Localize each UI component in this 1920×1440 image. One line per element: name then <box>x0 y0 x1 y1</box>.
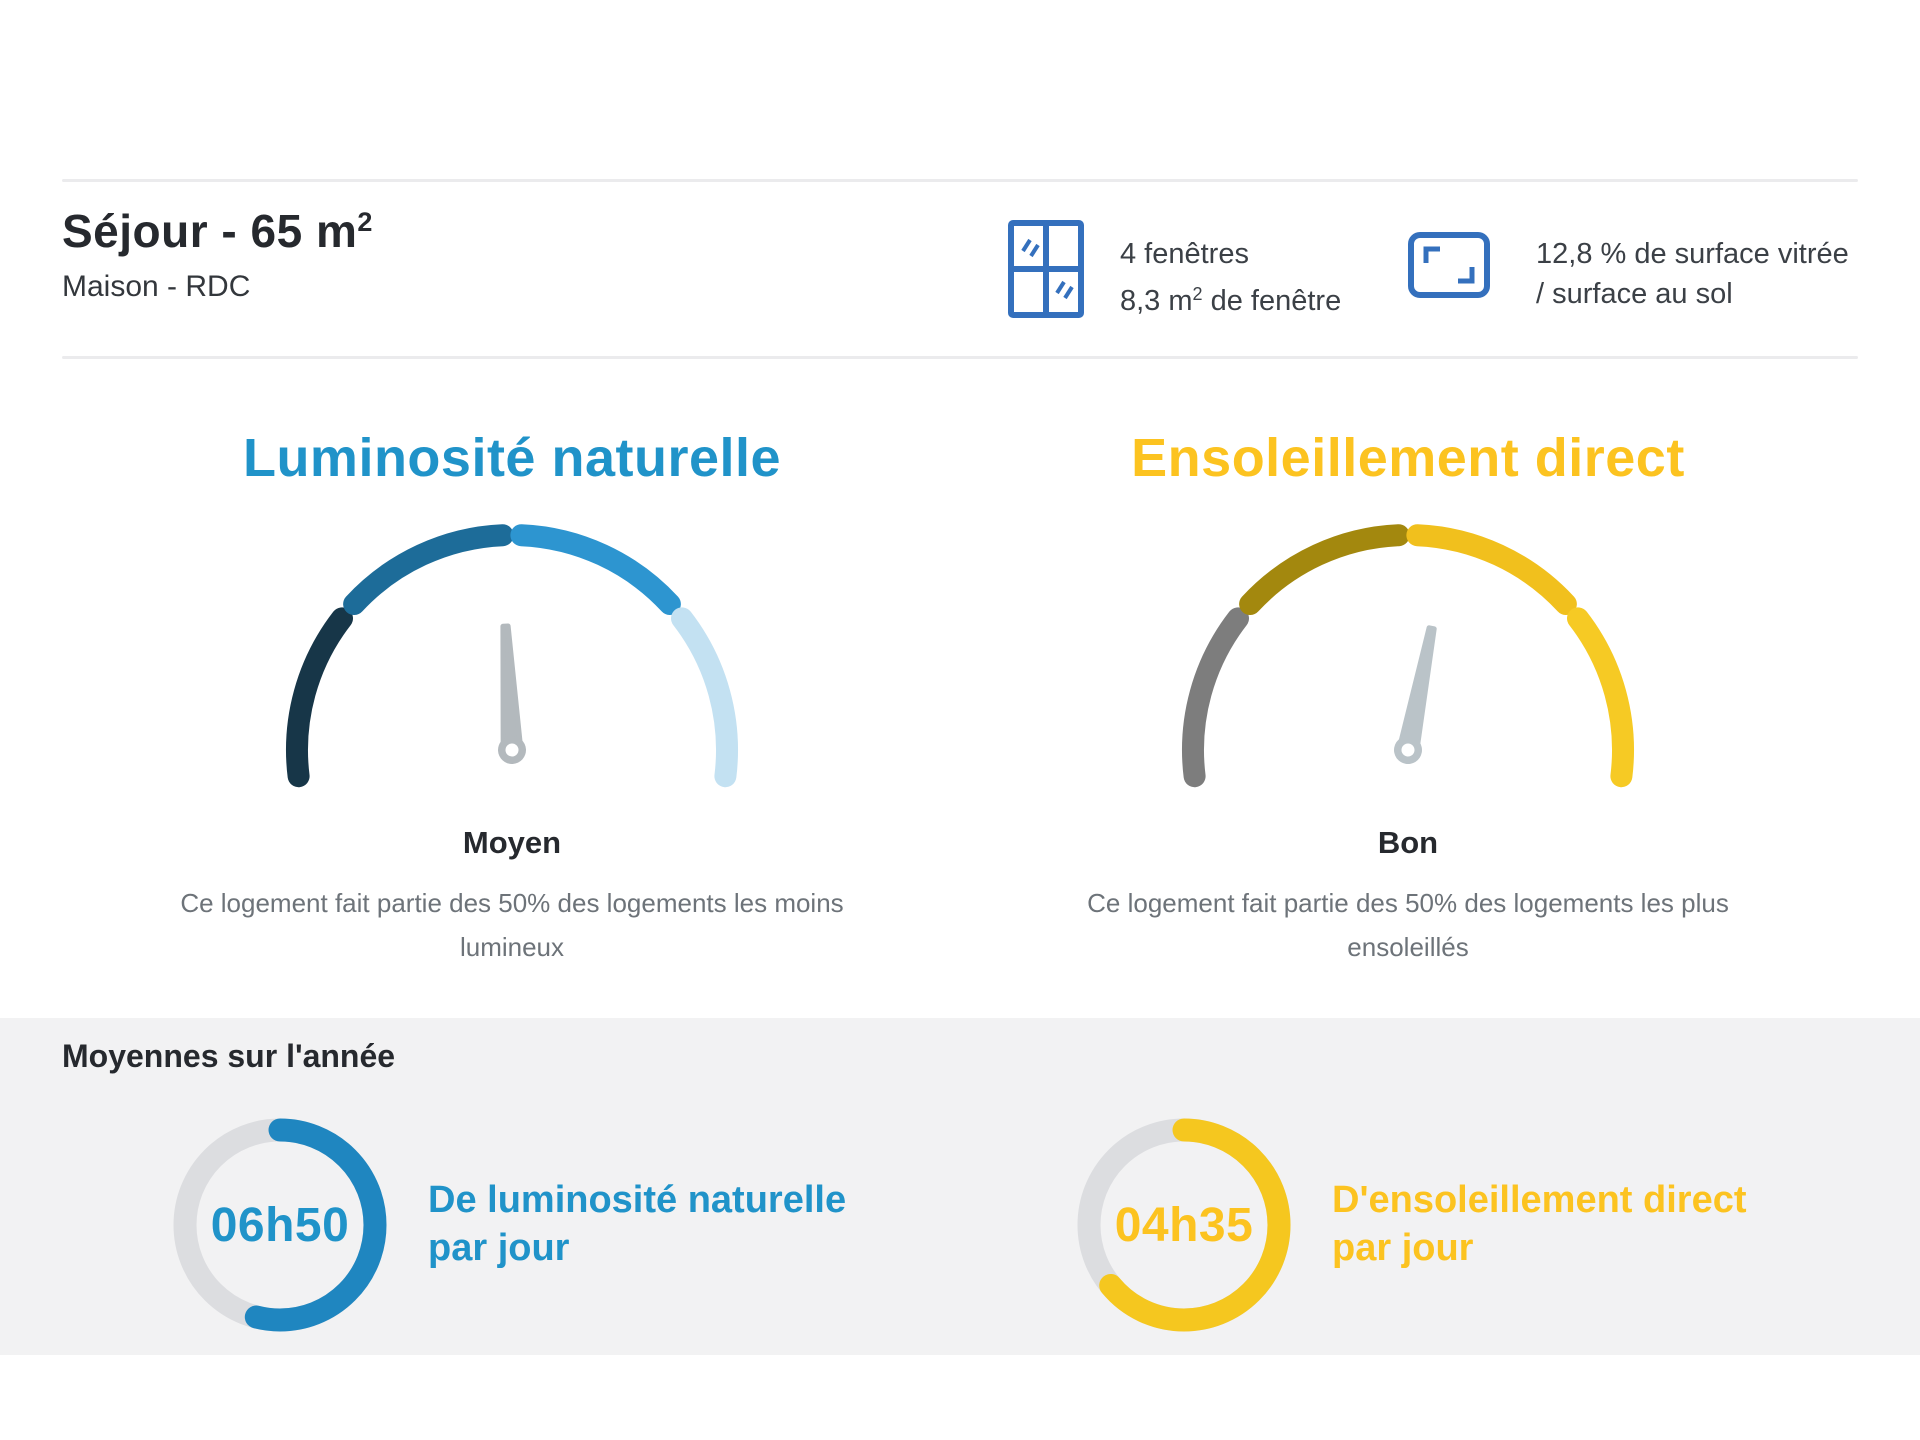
glazing-ratio-line2: / surface au sol <box>1536 278 1733 310</box>
donut-chart-sunlight <box>1077 1118 1291 1332</box>
windows-text: 4 fenêtres 8,3 m2 de fenêtre <box>1120 220 1341 321</box>
gauge-chart-sunlight <box>1182 524 1634 788</box>
annual-heading: Moyennes sur l'année <box>62 1038 396 1074</box>
gauge-title-sunlight: Ensoleillement direct <box>1131 428 1685 488</box>
header-separator-top <box>62 179 1858 182</box>
annual-band: Moyennes sur l'année 06h50 De luminosité… <box>0 1018 1920 1355</box>
gauge-segment-3 <box>671 607 738 788</box>
gauge-rating-luminosity: Moyen <box>462 825 562 861</box>
donut-value-luminosity: 06h50 <box>210 1198 350 1252</box>
gauge-chart-luminosity <box>286 524 738 788</box>
donut-progress <box>173 1118 387 1332</box>
glazing-ratio-line1: 12,8 % de surface vitrée <box>1536 238 1849 270</box>
donut-label-sunlight: D'ensoleillement direct par jour <box>1332 1179 1747 1269</box>
gauge-column-luminosity: Luminosité naturelle Moyen Ce logement f… <box>82 357 942 970</box>
donut-value-sunlight: 04h35 <box>1114 1198 1254 1252</box>
room-title-superscript: 2 <box>357 207 373 237</box>
gauge-title-luminosity: Luminosité naturelle <box>242 428 782 488</box>
room-header: Séjour - 65 m2 Maison - RDC <box>62 204 373 304</box>
gauge-needle-hub-hole <box>505 743 519 757</box>
windows-count: 4 fenêtres <box>1120 238 1249 270</box>
gauge-needle-hub-hole <box>1401 743 1415 757</box>
donut-luminosity: 06h50 <box>168 1113 392 1337</box>
gauge-segment-2 <box>1406 524 1577 616</box>
avg-item-sunlight: 04h35 D'ensoleillement direct par jour <box>1072 1113 1747 1337</box>
donut-label-luminosity: De luminosité naturelle par jour <box>428 1179 847 1269</box>
gauge-column-sunlight: Ensoleillement direct Bon Ce logement fa… <box>978 357 1838 970</box>
gauge-description-sunlight: Ce logement fait partie des 50% des loge… <box>1087 887 1729 963</box>
page-title: Séjour - 65 m2 <box>62 204 373 258</box>
gauge-segment-2 <box>510 524 681 616</box>
glazing-text: 12,8 % de surface vitrée / surface au so… <box>1536 232 1849 314</box>
gauge-segment-0 <box>1182 607 1249 788</box>
gauge-needle <box>1394 625 1437 765</box>
surface-ratio-icon <box>1408 232 1490 298</box>
gauge-segment-3 <box>1567 607 1634 788</box>
donut-sunlight: 04h35 <box>1072 1113 1296 1337</box>
gauge-description-luminosity: Ce logement fait partie des 50% des loge… <box>180 887 844 963</box>
windows-area: 8,3 m2 de fenêtre <box>1120 284 1342 317</box>
donut-chart-luminosity <box>173 1118 387 1332</box>
donut-progress <box>1077 1118 1291 1332</box>
glazing-info: 12,8 % de surface vitrée / surface au so… <box>1408 232 1849 314</box>
room-title-text: Séjour - 65 m <box>62 205 358 257</box>
gauge-needle-body <box>500 623 524 757</box>
gauge-segment-1 <box>1239 524 1410 616</box>
windows-info: 4 fenêtres 8,3 m2 de fenêtre <box>1008 220 1341 321</box>
gauge-segment-0 <box>286 607 353 788</box>
gauge-needle-body <box>1396 625 1437 758</box>
room-subtitle: Maison - RDC <box>62 270 251 303</box>
gauge-rating-sunlight: Bon <box>1377 825 1439 861</box>
gauge-segment-1 <box>343 524 514 616</box>
gauge-needle <box>498 623 526 765</box>
avg-item-luminosity: 06h50 De luminosité naturelle par jour <box>168 1113 846 1337</box>
window-icon <box>1008 220 1084 318</box>
header-separator-bottom <box>62 356 1858 359</box>
